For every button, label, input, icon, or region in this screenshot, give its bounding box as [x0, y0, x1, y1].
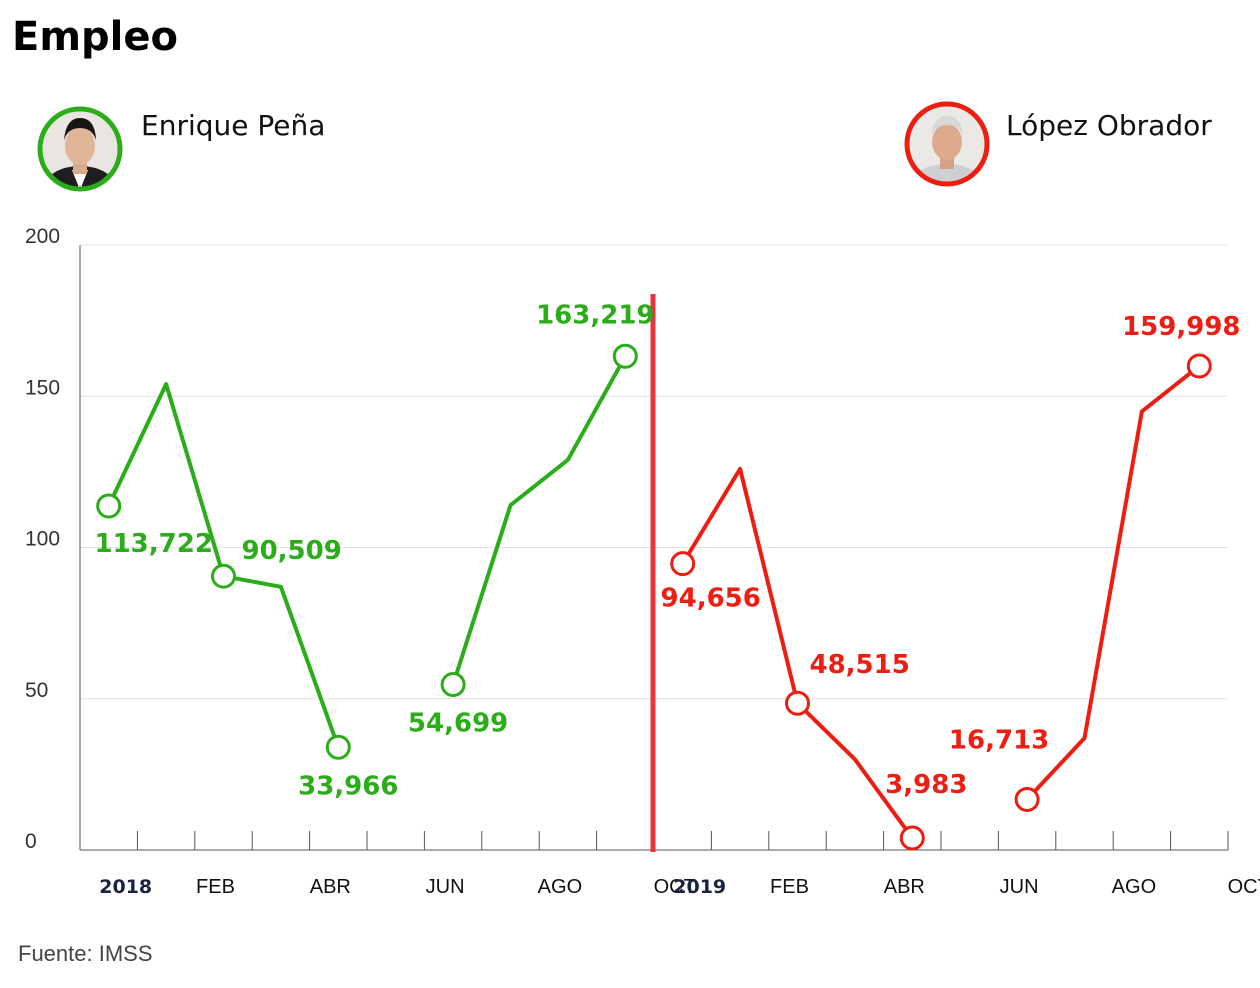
y-tick-label: 200 [25, 225, 60, 248]
data-point [1014, 786, 1040, 812]
series-pena: 113,722 90,509 33,966 54,699 163,219 [94, 300, 654, 801]
x-tick-label: 2018 [99, 876, 152, 898]
x-tick-label: FEB [770, 876, 809, 898]
source-note: Fuente: IMSS [18, 941, 153, 966]
data-point [96, 493, 122, 519]
data-point [325, 734, 351, 760]
x-tick-label: ABR [310, 876, 351, 898]
data-point [785, 690, 810, 716]
x-tick-label: 2019 [673, 876, 726, 898]
legend-label-pena: Enrique Peña [141, 109, 325, 142]
data-point [899, 825, 925, 851]
x-tick-label: JUN [426, 876, 465, 898]
data-point [612, 343, 638, 369]
data-point [1186, 353, 1212, 379]
x-tick-label: OCT [654, 876, 696, 898]
x-tick-label: AGO [538, 876, 582, 898]
y-tick-label: 0 [25, 830, 37, 853]
portrait-icon-pena [37, 106, 123, 192]
y-tick-label: 100 [25, 528, 60, 551]
x-axis: 2018FEBABRJUNAGOOCT2019FEBABRJUNAGOOCT [79, 831, 1260, 898]
data-label: 33,966 [298, 771, 398, 801]
data-label: 90,509 [242, 536, 342, 566]
data-label: 3,983 [885, 770, 967, 800]
data-label: 113,722 [94, 529, 212, 559]
data-point [440, 672, 466, 698]
x-tick-label: AGO [1112, 876, 1156, 898]
x-tick-label: ABR [884, 876, 925, 898]
data-point [211, 563, 236, 589]
x-tick-label: JUN [1000, 876, 1039, 898]
data-label: 54,699 [408, 709, 508, 739]
y-tick-label: 50 [25, 679, 48, 702]
y-axis: 0 50 100 150 200 [25, 225, 81, 853]
legend-label-obrador: López Obrador [1006, 109, 1212, 142]
data-label: 163,219 [536, 300, 654, 330]
series-obrador: 94,656 48,515 3,983 16,713 159,998 [661, 312, 1241, 851]
data-label: 48,515 [810, 650, 910, 680]
data-label: 159,998 [1122, 312, 1240, 342]
x-tick-label: OCT [1228, 876, 1260, 898]
portrait-icon-obrador [904, 101, 990, 187]
series-layer: 113,722 90,509 33,966 54,699 163,219 94,656 48… [94, 300, 1241, 851]
data-label: 94,656 [661, 584, 761, 614]
chart-title: Empleo [12, 14, 178, 60]
data-label: 16,713 [949, 725, 1049, 755]
data-point [670, 551, 696, 577]
x-tick-label: FEB [196, 876, 235, 898]
y-tick-label: 150 [25, 376, 60, 399]
